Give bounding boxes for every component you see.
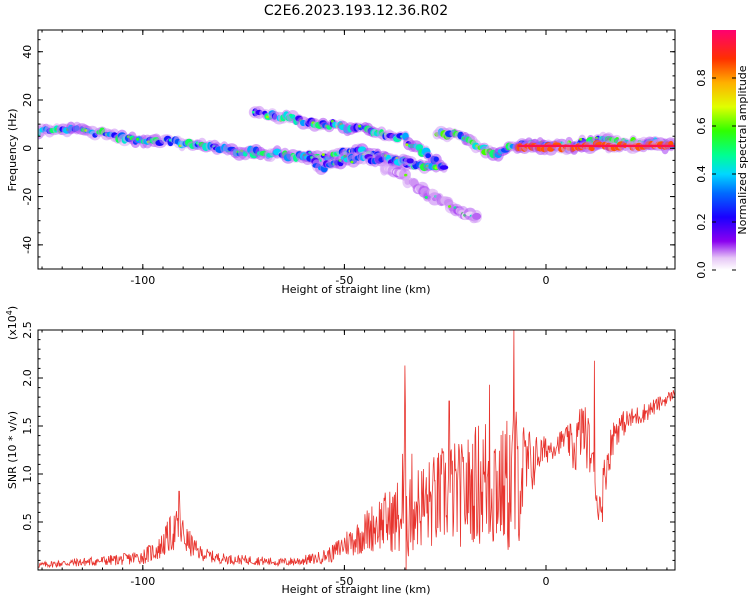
snr-x-axis-label: Height of straight line (km) bbox=[281, 583, 430, 596]
x-tick-label: 0 bbox=[542, 575, 549, 588]
spectrogram-y-ticks: 40 20 0 -20 -40 bbox=[21, 39, 675, 258]
colorbar-label: Normalized spectral amplitude bbox=[736, 65, 749, 234]
y-tick-label: 1.0 bbox=[21, 465, 34, 483]
snr-scale-base: (x10 bbox=[6, 315, 19, 340]
x-tick-label: -50 bbox=[335, 274, 353, 287]
spectral-cell bbox=[433, 156, 439, 162]
snr-panel: -100 -50 0 0.5 1.0 1.5 2.0 2.5 Height of strai… bbox=[5, 306, 676, 596]
spectral-cell bbox=[425, 153, 432, 159]
snr-frame bbox=[37, 329, 676, 571]
colorbar-scale bbox=[712, 30, 736, 270]
x-tick-label: -100 bbox=[130, 274, 155, 287]
snr-x-ticks: -100 -50 0 bbox=[41, 330, 668, 588]
spectral-peak bbox=[448, 205, 452, 208]
y-tick-label: 40 bbox=[21, 45, 34, 59]
colorbar: 0.0 0.2 0.4 0.6 0.8 Normalized spectral ampl… bbox=[695, 30, 749, 279]
colorbar-tick-label: 0.2 bbox=[695, 213, 708, 231]
spectrogram-y-axis-label: Frequency (Hz) bbox=[6, 109, 19, 192]
y-tick-label: 1.5 bbox=[21, 417, 34, 435]
y-tick-label: 0 bbox=[21, 145, 34, 152]
colorbar-tick-label: 0.6 bbox=[695, 117, 708, 135]
chart-title: C2E6.2023.193.12.36.R02 bbox=[264, 3, 448, 19]
spectrogram-frame bbox=[37, 29, 676, 270]
snr-scale-factor: (x104) bbox=[5, 306, 19, 340]
spectral-cell bbox=[406, 158, 414, 164]
spectral-cell bbox=[439, 165, 449, 170]
y-tick-label: 0.5 bbox=[21, 513, 34, 531]
track-upper-branch bbox=[248, 105, 449, 173]
colorbar-tick-label: 0.0 bbox=[695, 261, 708, 279]
snr-scale-close: ) bbox=[6, 306, 19, 310]
spectral-peak bbox=[136, 137, 140, 141]
spectrogram-panel: -100 -50 0 40 20 0 -20 -40 Height of straight … bbox=[6, 29, 676, 296]
spectral-cell bbox=[472, 212, 482, 220]
spectral-peak bbox=[289, 113, 293, 117]
spectrogram-marks bbox=[38, 105, 675, 224]
spectral-peak bbox=[579, 138, 583, 141]
x-tick-label: -50 bbox=[335, 575, 353, 588]
track-lower-branch bbox=[299, 151, 417, 175]
spectral-peak bbox=[321, 153, 325, 157]
x-tick-label: 0 bbox=[542, 274, 549, 287]
spectral-peak bbox=[424, 196, 428, 199]
snr-y-axis-label: SNR (10 * v/v) bbox=[6, 411, 19, 489]
y-tick-label: 2.0 bbox=[21, 369, 34, 387]
y-tick-label: -20 bbox=[21, 188, 34, 206]
spectrogram-x-axis-label: Height of straight line (km) bbox=[281, 283, 430, 296]
colorbar-tick-label: 0.8 bbox=[695, 69, 708, 87]
y-tick-label: 2.5 bbox=[21, 321, 34, 339]
spectral-peak bbox=[265, 115, 269, 119]
snr-scale-exponent: 4 bbox=[5, 310, 14, 315]
snr-y-ticks: 0.5 1.0 1.5 2.0 2.5 bbox=[21, 321, 675, 561]
x-tick-label: -100 bbox=[130, 575, 155, 588]
snr-line bbox=[38, 330, 675, 570]
colorbar-ticks: 0.0 0.2 0.4 0.6 0.8 bbox=[695, 69, 736, 279]
spectral-cell bbox=[404, 178, 411, 185]
snr-scale-label: (x104) bbox=[5, 306, 19, 340]
spectral-peak bbox=[358, 124, 362, 128]
track-descending-branch bbox=[379, 162, 482, 224]
y-tick-label: 20 bbox=[21, 93, 34, 107]
colorbar-tick-label: 0.4 bbox=[695, 165, 708, 183]
y-tick-label: -40 bbox=[21, 236, 34, 254]
spectrogram-x-ticks: -100 -50 0 bbox=[41, 30, 668, 287]
snr-marks bbox=[38, 330, 675, 570]
